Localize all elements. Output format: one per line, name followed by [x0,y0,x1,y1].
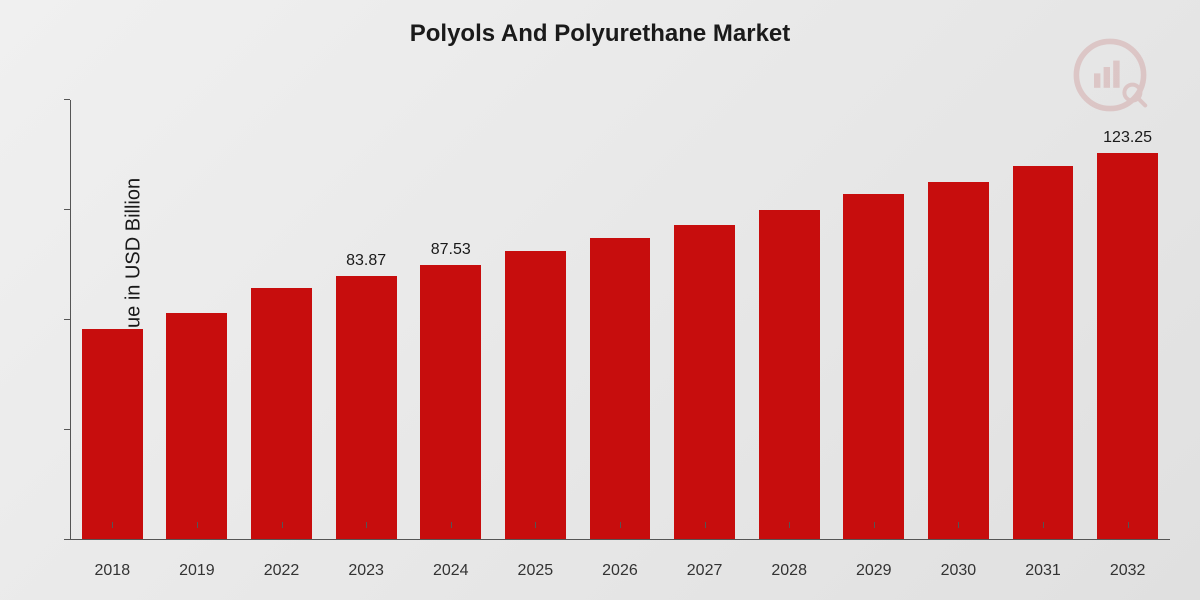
x-tick-label: 2025 [493,562,578,580]
x-tick-label: 2026 [578,562,663,580]
x-ticks-container: 2018201920222023202420252026202720282029… [70,562,1170,580]
bar-value-label: 83.87 [346,252,386,270]
x-tick-label: 2023 [324,562,409,580]
bar-slot [747,100,832,539]
bar [843,194,904,539]
bar [336,276,397,539]
bar [251,288,312,539]
bar [1013,166,1074,539]
x-tick-label: 2032 [1085,562,1170,580]
x-tick-label: 2024 [408,562,493,580]
x-tick-label: 2022 [239,562,324,580]
bar [674,225,735,539]
bars-container: 83.87 87.53 123.25 [70,100,1170,539]
bar [166,313,227,539]
bar-slot [155,100,240,539]
bar-slot [578,100,663,539]
x-tick-label: 2030 [916,562,1001,580]
y-tick-mark [64,209,70,210]
x-tick-label: 2027 [662,562,747,580]
bar [82,329,143,539]
bar-slot [239,100,324,539]
y-tick-mark [64,99,70,100]
y-tick-mark [64,539,70,540]
bar-slot [493,100,578,539]
bar-slot [70,100,155,539]
bar [420,265,481,539]
x-tick-label: 2031 [1001,562,1086,580]
x-tick-label: 2019 [155,562,240,580]
chart-title: Polyols And Polyurethane Market [0,20,1200,48]
y-tick-mark [64,429,70,430]
bar-value-label: 123.25 [1103,129,1152,147]
bar [759,210,820,539]
bar [928,182,989,539]
bar-slot: 87.53 [408,100,493,539]
x-tick-label: 2028 [747,562,832,580]
bar [590,238,651,539]
bar [505,251,566,539]
x-tick-label: 2029 [831,562,916,580]
bar-slot: 123.25 [1085,100,1170,539]
bar-slot [831,100,916,539]
y-tick-mark [64,319,70,320]
x-tick-label: 2018 [70,562,155,580]
bar-value-label: 87.53 [431,241,471,259]
bar-slot [1001,100,1086,539]
plot-area: 83.87 87.53 123.25 [70,100,1170,540]
bar [1097,153,1158,539]
bar-slot [916,100,1001,539]
x-axis-line [70,539,1170,540]
bar-slot: 83.87 [324,100,409,539]
bar-slot [662,100,747,539]
